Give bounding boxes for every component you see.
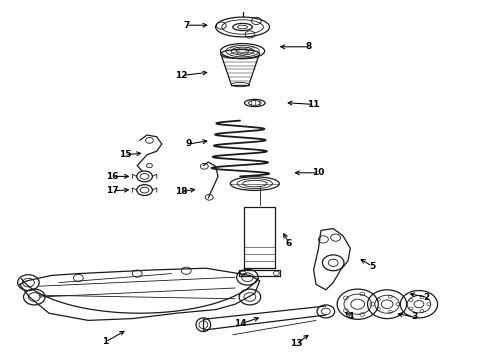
Text: 14: 14 [234,320,246,328]
Text: 12: 12 [175,71,188,80]
Text: 5: 5 [369,262,375,271]
Text: 3: 3 [411,312,417,321]
Text: 8: 8 [306,42,312,51]
Text: 7: 7 [183,21,190,30]
Text: 2: 2 [423,292,429,302]
Text: 18: 18 [175,187,188,196]
Text: 9: 9 [185,139,192,148]
Text: 10: 10 [312,168,325,177]
Text: 6: 6 [286,238,292,248]
Text: 16: 16 [106,172,119,181]
Text: 1: 1 [102,338,108,346]
Text: 11: 11 [307,100,320,109]
Text: 15: 15 [119,150,131,159]
Text: 13: 13 [290,339,303,348]
Text: 4: 4 [347,312,354,321]
Text: 17: 17 [106,186,119,195]
